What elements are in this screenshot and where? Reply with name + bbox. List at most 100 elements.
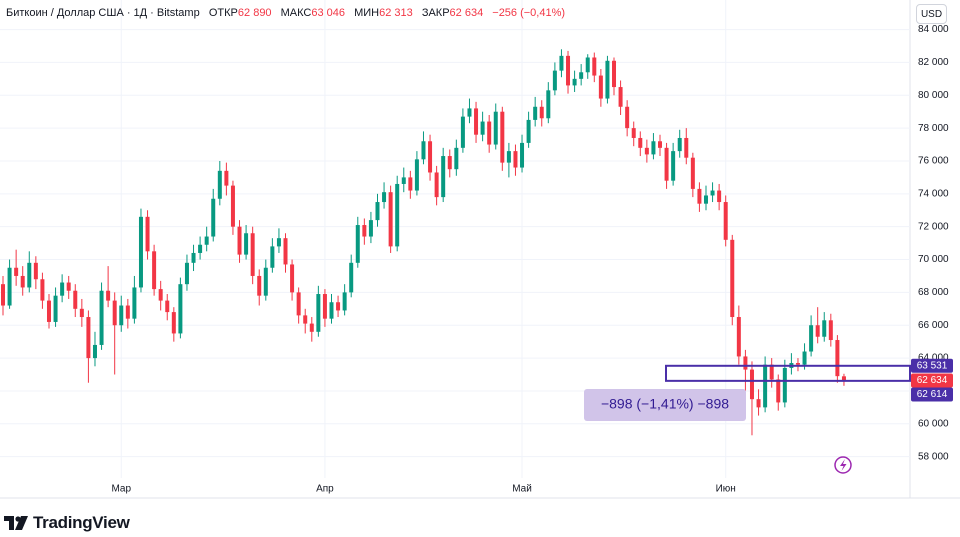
candle-body [447,156,452,170]
candle-body [749,369,754,400]
candle-body [375,202,380,221]
y-tick-label: 58 000 [918,451,949,462]
candle-body [73,290,78,309]
y-tick-label: 72 000 [918,221,949,232]
candle-body [349,262,354,293]
candle-body [631,128,636,138]
candle-body [382,192,387,203]
candle-body [802,351,807,365]
candle-body [66,282,71,291]
candle-body [625,106,630,129]
candle-body [86,317,91,359]
candle-body [598,75,603,99]
change: −256 (−0,41%) [492,7,566,19]
candle-body [651,141,656,155]
currency-button[interactable]: USD [916,4,947,24]
candle-body [769,364,774,380]
candle-body [552,70,557,91]
candle-body [211,198,216,237]
candle-body [270,246,275,268]
candle-body [612,60,617,88]
candle-body [158,289,163,301]
candle-body [566,55,571,86]
candle-body [316,294,321,332]
candle-body [106,290,111,301]
candle-body [697,188,702,204]
footer: TradingView [4,512,130,534]
stat-label: МАКС [280,7,312,19]
candles [1,49,846,436]
stat-label: МИН [354,7,380,19]
candle-body [809,325,814,352]
candle-body [730,239,735,318]
candle-body [99,290,104,345]
candle-body [414,159,419,191]
candle-body [526,119,531,143]
y-tick-label: 74 000 [918,188,949,199]
candle-body [342,292,347,311]
price-label: 62 634 [917,375,948,386]
candle-body [671,151,676,181]
candle-body [217,170,222,199]
candle-body [500,111,505,163]
candle-body [388,192,393,247]
candle-body [828,320,833,341]
candle-body [184,262,189,285]
candle-body [145,216,150,252]
price-label-bg [911,373,953,388]
logo [4,516,28,530]
y-tick-label: 66 000 [918,320,949,331]
candle-body [579,72,584,79]
stat-value: 62 634 [449,7,484,19]
lightning-icon[interactable] [834,456,852,474]
candle-body [815,325,820,337]
candle-body [763,364,768,408]
candle-body [710,190,715,196]
candle-body [27,262,32,288]
candle-body [467,108,472,117]
candle-body [454,147,459,170]
candle-body [493,111,498,145]
candle-body [336,302,341,311]
candle-body [835,340,840,377]
x-tick-label: Июн [716,484,736,495]
candle-body [53,295,58,322]
candle-body [125,305,130,319]
candle-body [138,216,143,288]
candle-body [618,87,623,107]
stat-label: ОТКР [208,7,238,19]
candle-body [244,233,249,255]
candle-body [546,90,551,119]
candle-body [841,376,846,381]
stat-value: 62 890 [237,7,272,19]
candle-body [178,284,183,334]
candle-body [191,252,196,263]
candle-body [822,320,827,337]
header: Биткоин / Доллар США · 1Д · Bitstamp ОТК… [6,7,571,19]
candle-body [480,121,485,135]
candle-body [434,172,439,198]
y-tick-label: 76 000 [918,156,949,167]
price-label-bg [911,387,953,402]
candle-body [703,195,708,204]
y-tick-label: 60 000 [918,418,949,429]
candle-body [664,147,669,181]
candle-body [368,220,373,237]
price-label: 63 531 [917,360,948,371]
y-tick-label: 84 000 [918,24,949,35]
x-tick-label: Мар [111,484,131,495]
candle-body [79,308,84,318]
symbol: Биткоин / Доллар США · 1Д · Bitstamp [6,7,200,19]
candle-body [441,156,446,198]
candle-body [112,300,117,326]
candle-body [322,294,327,319]
candle-body [7,267,12,306]
x-tick-label: Апр [316,484,334,495]
y-tick-label: 68 000 [918,287,949,298]
candle-body [638,137,643,148]
candle-body [585,57,590,73]
candle-body [723,202,728,240]
range-box [665,364,911,382]
